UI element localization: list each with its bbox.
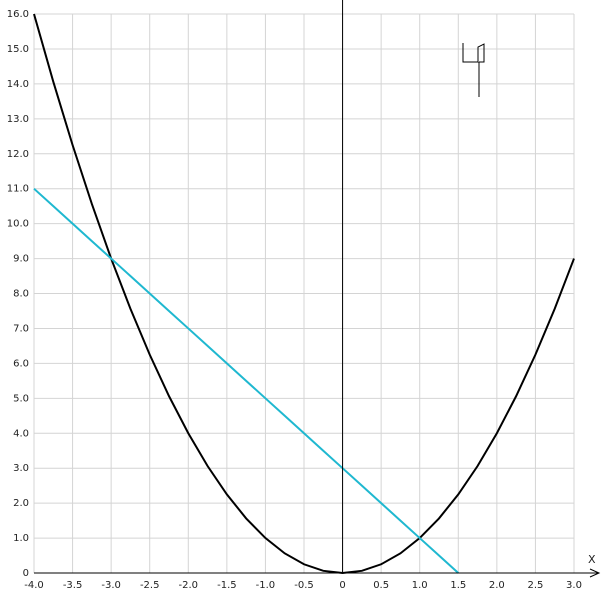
x-axis-label: X bbox=[588, 553, 596, 566]
y-tick-label: 6.0 bbox=[13, 358, 29, 369]
x-tick-label: 1.5 bbox=[450, 580, 466, 591]
curve bbox=[33, 13, 575, 575]
y-tick-label: 11.0 bbox=[7, 184, 29, 195]
x-tick-label: 0 bbox=[339, 580, 345, 591]
x-tick-label: -2.5 bbox=[140, 580, 160, 591]
y-tick-label: 9.0 bbox=[13, 254, 29, 265]
y-tick-label: 10.0 bbox=[7, 219, 29, 230]
plot bbox=[33, 13, 575, 575]
x-tick-label: 2.5 bbox=[527, 580, 543, 591]
y-tick-label: 7.0 bbox=[13, 323, 29, 334]
y-tick-label: 3.0 bbox=[13, 463, 29, 474]
x-tick-label: -1.5 bbox=[217, 580, 237, 591]
x-tick-label: -3.5 bbox=[63, 580, 83, 591]
y-tick-label: 1.0 bbox=[13, 533, 29, 544]
x-tick-label: -4.0 bbox=[24, 580, 44, 591]
y-tick-label: 0 bbox=[23, 568, 29, 579]
y-tick-label: 4.0 bbox=[13, 428, 29, 439]
x-tick-label: 3.0 bbox=[566, 580, 582, 591]
y-tick-label: 14.0 bbox=[7, 79, 29, 90]
y-tick-label: 2.0 bbox=[13, 498, 29, 509]
y-tick-label: 8.0 bbox=[13, 289, 29, 300]
y-tick-label: 15.0 bbox=[7, 44, 29, 55]
x-tick-label: 0.5 bbox=[373, 580, 389, 591]
x-tick-label: 2.0 bbox=[489, 580, 505, 591]
stray-glyph bbox=[462, 43, 485, 97]
x-tick-label: -0.5 bbox=[294, 580, 314, 591]
y-tick-label: 16.0 bbox=[7, 9, 29, 20]
x-axis-arrow bbox=[589, 568, 601, 578]
y-tick-label: 5.0 bbox=[13, 393, 29, 404]
y-tick-label: 13.0 bbox=[7, 114, 29, 125]
grid bbox=[33, 13, 575, 574]
x-tick-label: -3.0 bbox=[101, 580, 121, 591]
y-tick-label: 12.0 bbox=[7, 149, 29, 160]
y-axis-label: Y bbox=[347, 0, 355, 3]
curve bbox=[33, 187, 459, 574]
x-tick-label: 1.0 bbox=[412, 580, 428, 591]
x-tick-label: -2.0 bbox=[179, 580, 199, 591]
x-tick-label: -1.0 bbox=[256, 580, 276, 591]
